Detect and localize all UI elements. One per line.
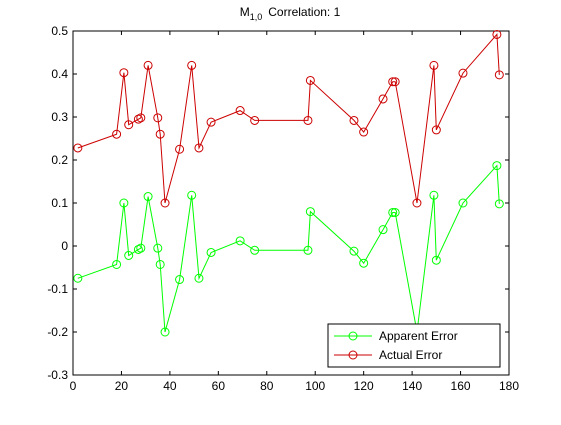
- y-tick-label: -0.2: [47, 325, 68, 339]
- data-point-apparent-error: [124, 250, 134, 260]
- legend-item-apparent-error: Apparent Error: [334, 329, 458, 343]
- data-point-actual-error: [412, 198, 422, 208]
- x-tick-label: 0: [70, 379, 77, 393]
- data-point-actual-error: [390, 77, 400, 87]
- y-tick-label: 0.1: [51, 196, 68, 210]
- data-point-apparent-error: [494, 199, 504, 209]
- y-tick-label: 0.4: [51, 67, 68, 81]
- data-point-apparent-error: [359, 258, 369, 268]
- chart-title: M1,0 Correlation: 1: [240, 5, 341, 22]
- y-tick-label: 0.2: [51, 153, 68, 167]
- series-layer: [73, 29, 504, 337]
- data-point-apparent-error: [429, 190, 439, 200]
- legend-label-actual-error: Actual Error: [379, 348, 442, 362]
- y-tick-label: 0.5: [51, 24, 68, 38]
- title-subscript: 1,0: [250, 12, 263, 22]
- data-point-apparent-error: [388, 207, 398, 217]
- data-point-actual-error: [305, 75, 315, 85]
- data-point-actual-error: [492, 29, 502, 39]
- data-point-apparent-error: [175, 275, 185, 285]
- data-point-actual-error: [119, 68, 129, 78]
- data-point-actual-error: [194, 143, 204, 153]
- data-point-actual-error: [388, 77, 398, 87]
- data-point-actual-error: [153, 113, 163, 123]
- data-point-apparent-error: [390, 207, 400, 217]
- data-point-actual-error: [160, 198, 170, 208]
- legend: Apparent Error Actual Error: [327, 323, 501, 368]
- data-point-apparent-error: [160, 327, 170, 337]
- data-point-actual-error: [458, 68, 468, 78]
- data-point-actual-error: [155, 129, 165, 139]
- data-point-actual-error: [359, 127, 369, 137]
- data-point-apparent-error: [194, 273, 204, 283]
- legend-item-actual-error: Actual Error: [334, 348, 442, 362]
- data-point-apparent-error: [119, 198, 129, 208]
- data-point-apparent-error: [235, 236, 245, 246]
- legend-marker-apparent-error: [348, 331, 358, 341]
- data-point-actual-error: [133, 114, 143, 124]
- data-point-apparent-error: [153, 243, 163, 253]
- series-line-actual-error: [77, 33, 500, 204]
- ticks-layer: 0 20 40 60 80 100 120 140 160 180 -0.3 -0.2 -0.1 0 0.1…: [47, 24, 519, 393]
- data-point-actual-error: [431, 125, 441, 135]
- x-tick-label: 40: [163, 379, 177, 393]
- data-point-apparent-error: [187, 190, 197, 200]
- x-tick-label: 180: [499, 379, 519, 393]
- data-point-apparent-error: [250, 245, 260, 255]
- data-point-actual-error: [143, 60, 153, 70]
- legend-box: [327, 323, 501, 368]
- data-point-actual-error: [206, 117, 216, 127]
- data-point-actual-error: [235, 106, 245, 116]
- data-point-actual-error: [303, 115, 313, 125]
- data-point-apparent-error: [73, 273, 83, 283]
- data-point-actual-error: [494, 70, 504, 80]
- axes-box: [72, 30, 510, 376]
- data-point-actual-error: [429, 60, 439, 70]
- data-point-actual-error: [136, 113, 146, 123]
- data-point-apparent-error: [378, 225, 388, 235]
- data-point-apparent-error: [492, 161, 502, 171]
- x-tick-label: 100: [305, 379, 325, 393]
- x-tick-label: 120: [354, 379, 374, 393]
- data-point-apparent-error: [303, 245, 313, 255]
- data-point-actual-error: [250, 115, 260, 125]
- y-tick-label: -0.1: [47, 282, 68, 296]
- data-point-apparent-error: [305, 207, 315, 217]
- data-point-apparent-error: [155, 259, 165, 269]
- plot-area: [72, 30, 510, 376]
- data-point-actual-error: [124, 120, 134, 130]
- data-point-apparent-error: [133, 244, 143, 254]
- x-tick-label: 60: [212, 379, 226, 393]
- data-point-apparent-error: [458, 198, 468, 208]
- legend-marker-actual-error: [348, 350, 358, 360]
- data-point-apparent-error: [349, 246, 359, 256]
- x-tick-label: 20: [115, 379, 129, 393]
- data-point-apparent-error: [431, 255, 441, 265]
- data-point-actual-error: [187, 60, 197, 70]
- title-suffix: Correlation: 1: [268, 5, 340, 19]
- data-point-apparent-error: [136, 243, 146, 253]
- x-tick-label: 160: [451, 379, 471, 393]
- series-line-apparent-error: [77, 164, 500, 333]
- data-point-actual-error: [112, 129, 122, 139]
- data-point-apparent-error: [112, 259, 122, 269]
- data-point-actual-error: [73, 143, 83, 153]
- data-point-actual-error: [378, 94, 388, 104]
- data-point-actual-error: [175, 144, 185, 154]
- x-tick-label: 140: [402, 379, 422, 393]
- y-tick-label: 0: [61, 239, 68, 253]
- x-tick-label: 80: [260, 379, 274, 393]
- data-point-actual-error: [349, 115, 359, 125]
- data-point-apparent-error: [206, 247, 216, 257]
- y-tick-label: 0.3: [51, 110, 68, 124]
- title-main: M: [240, 5, 250, 19]
- legend-label-apparent-error: Apparent Error: [379, 329, 458, 343]
- y-tick-label: -0.3: [47, 368, 68, 382]
- data-point-apparent-error: [143, 192, 153, 202]
